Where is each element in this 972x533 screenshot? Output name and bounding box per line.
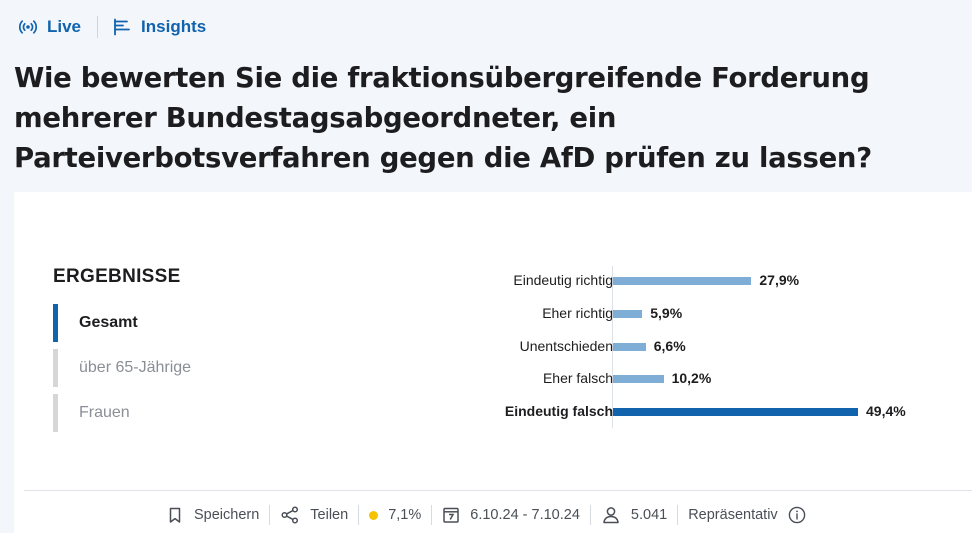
bar-category-label: Eindeutig richtig xyxy=(513,272,613,288)
bar-category-label: Unentschieden xyxy=(519,337,613,354)
live-broadcast-icon xyxy=(18,17,38,37)
share-button[interactable]: Teilen xyxy=(280,505,348,525)
nav-divider xyxy=(97,16,99,38)
save-label: Speichern xyxy=(194,507,260,523)
share-label: Teilen xyxy=(310,507,349,523)
footer-divider xyxy=(431,505,433,525)
insights-icon xyxy=(112,17,132,37)
bookmark-icon xyxy=(166,506,184,524)
filter-label: über 65-Jährige xyxy=(79,359,192,376)
bar xyxy=(613,277,752,285)
live-link[interactable]: Live xyxy=(18,17,81,37)
bar-value-label: 49,4% xyxy=(866,403,906,420)
respondent-count-value: 5.041 xyxy=(630,507,668,523)
bar xyxy=(613,375,664,384)
info-icon[interactable] xyxy=(788,506,806,524)
top-navigation: Live Insights xyxy=(18,14,206,40)
save-button[interactable]: Speichern xyxy=(166,506,259,524)
status-dot xyxy=(369,510,379,520)
bar xyxy=(613,309,643,318)
results-bar-chart: Eindeutig richtig 27,9% Eher richtig 5,9% Un… xyxy=(324,252,944,432)
bar-value-label: 10,2% xyxy=(671,370,712,387)
footer-divider xyxy=(677,505,679,525)
footer-divider xyxy=(358,505,360,525)
bar-category-label: Eher richtig xyxy=(542,304,613,321)
bar-value-label: 5,9% xyxy=(650,304,683,321)
insights-label: Insights xyxy=(141,17,207,36)
survey-period: 6.10.24 - 7.10.24 xyxy=(442,506,580,524)
person-icon xyxy=(601,505,621,525)
filter-label: Frauen xyxy=(79,404,130,421)
calendar-icon xyxy=(442,506,460,524)
respondent-count: 5.041 xyxy=(601,505,667,525)
bar-value-label: 6,6% xyxy=(653,337,686,354)
footer-divider xyxy=(269,505,271,525)
bar-value-label: 27,9% xyxy=(759,272,800,288)
margin-of-error: 7,1% xyxy=(369,507,421,523)
bar xyxy=(613,408,859,417)
card-divider xyxy=(24,490,972,491)
poll-footer: Speichern Teilen 7,1% xyxy=(166,502,806,528)
results-card: ERGEBNISSE Gesamt über 65-Jährige Frauen… xyxy=(14,192,972,533)
representative-label: Repräsentativ xyxy=(688,507,778,523)
insights-link[interactable]: Insights xyxy=(112,17,206,37)
footer-divider xyxy=(589,505,591,525)
bar-category-label: Eindeutig falsch xyxy=(504,403,613,420)
bar-category-label: Eher falsch xyxy=(542,370,613,387)
margin-of-error-value: 7,1% xyxy=(388,507,422,523)
results-title: ERGEBNISSE xyxy=(53,266,181,287)
filter-label: Gesamt xyxy=(79,314,138,331)
filter-gesamt[interactable]: Gesamt xyxy=(53,304,313,342)
representative-info[interactable]: Repräsentativ xyxy=(688,506,805,524)
live-label: Live xyxy=(47,17,82,36)
poll-question: Wie bewerten Sie die fraktionsübergreife… xyxy=(14,62,872,174)
share-icon xyxy=(280,505,300,525)
bar xyxy=(613,342,646,351)
filter-frauen[interactable]: Frauen xyxy=(53,394,313,432)
chart-axis-line xyxy=(612,266,613,428)
survey-period-value: 6.10.24 - 7.10.24 xyxy=(470,507,580,523)
filter-ueber-65[interactable]: über 65-Jährige xyxy=(53,349,313,387)
